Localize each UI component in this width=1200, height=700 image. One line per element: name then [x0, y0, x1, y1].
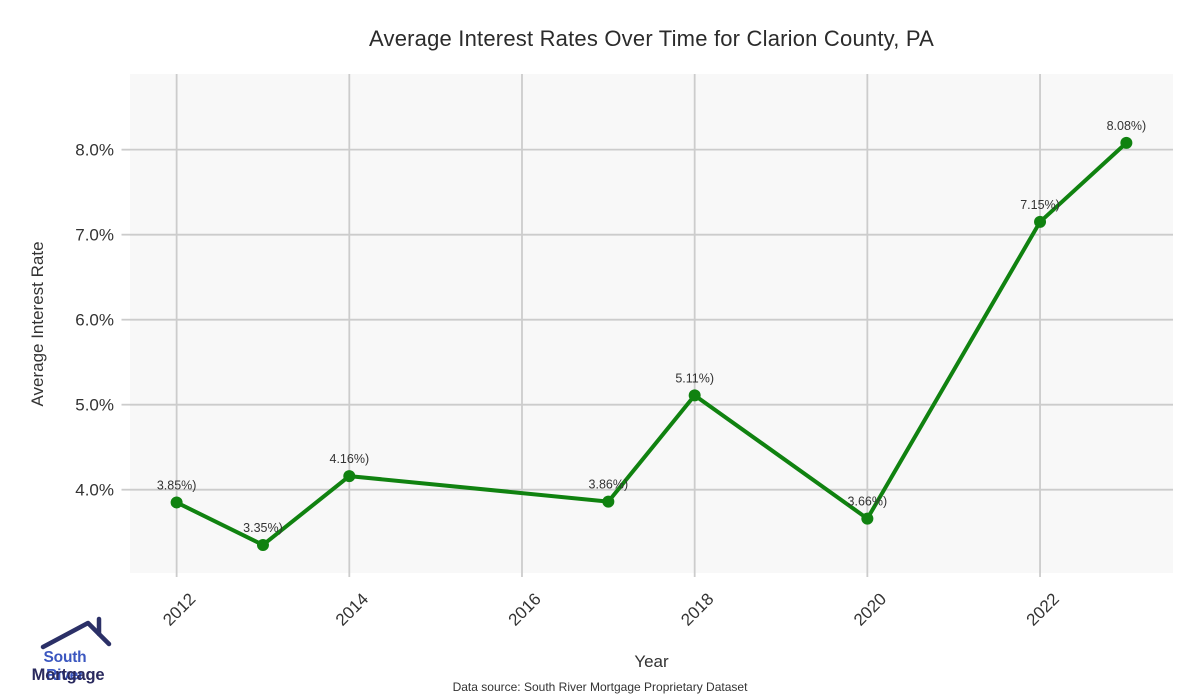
data-point	[688, 389, 701, 402]
y-tick-label: 7.0%	[75, 226, 114, 245]
x-axis-title: Year	[634, 652, 669, 671]
series-line	[174, 140, 1129, 547]
data-point	[256, 538, 269, 551]
y-axis-title: Average Interest Rate	[28, 241, 47, 407]
data-source-note: Data source: South River Mortgage Propri…	[452, 680, 748, 694]
data-point-label: 7.15%)	[1020, 198, 1060, 212]
house-roof-icon	[40, 616, 112, 650]
y-tick-label: 8.0%	[75, 141, 114, 160]
data-point-label: 8.08%)	[1107, 119, 1147, 133]
data-point	[170, 496, 183, 509]
x-tick-label: 2016	[505, 589, 545, 629]
x-tick-label: 2020	[850, 589, 890, 629]
logo-text-line2: Mortgage	[31, 666, 105, 684]
x-tick-label: 2012	[159, 589, 199, 629]
south-river-mortgage-logo: South River Mortgage	[25, 612, 135, 684]
data-point-label: 3.66%)	[848, 495, 888, 509]
y-tick-label: 4.0%	[75, 481, 114, 500]
data-point	[602, 495, 615, 508]
x-tick-label: 2022	[1023, 589, 1063, 629]
data-point-label: 4.16%)	[330, 452, 370, 466]
data-point-label: 3.86%)	[589, 478, 629, 492]
x-tick-label: 2014	[332, 589, 372, 629]
y-tick-label: 5.0%	[75, 396, 114, 415]
data-point	[1034, 215, 1047, 228]
data-point	[343, 470, 356, 483]
data-point-label: 3.85%)	[157, 478, 197, 492]
y-tick-label: 6.0%	[75, 311, 114, 330]
x-tick-label: 2018	[677, 589, 717, 629]
data-point-label: 3.35%)	[243, 521, 283, 535]
chart-title: Average Interest Rates Over Time for Cla…	[369, 26, 934, 51]
data-point	[1120, 136, 1133, 149]
logo-text-line1: South River	[43, 649, 87, 684]
data-point-label: 5.11%)	[675, 371, 714, 385]
data-point	[861, 512, 874, 525]
